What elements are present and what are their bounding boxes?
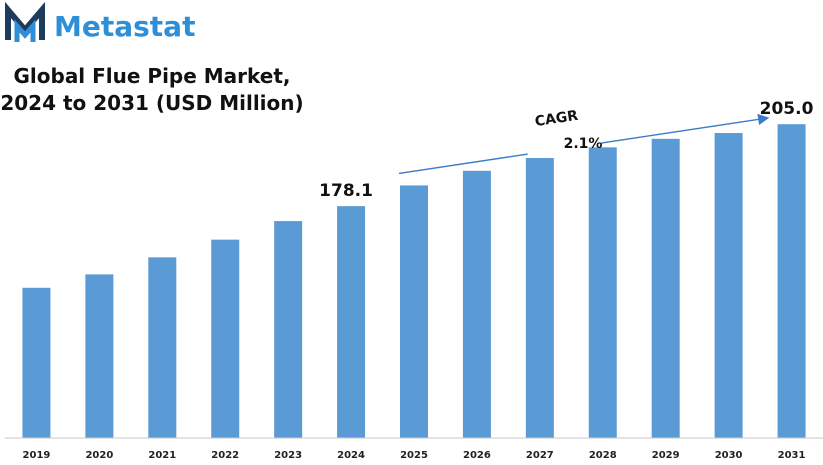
bar-2029 [651,138,680,438]
x-tick-2023: 2023 [274,450,302,461]
data-label-2031: 205.0 [760,99,814,119]
x-tick-2025: 2025 [400,450,428,461]
bar-2020 [85,274,114,438]
cagr-annotation: CAGR 2.1% [398,108,770,175]
bar-2031 [777,124,806,438]
x-tick-2027: 2027 [526,450,554,461]
bar-2025 [400,185,428,438]
data-labels: 178.1 205.0 [319,99,813,201]
x-tick-2020: 2020 [85,450,113,461]
bar-2028 [588,147,617,439]
x-tick-2030: 2030 [715,450,743,461]
x-tick-2029: 2029 [652,450,680,461]
cagr-value: 2.1% [564,136,603,152]
cagr-label: CAGR [534,108,579,130]
bar-2026 [462,170,491,438]
brand-name: Metastat [54,10,195,43]
data-label-2024: 178.1 [319,181,373,201]
x-tick-2026: 2026 [463,450,491,461]
bar-2019 [22,287,51,438]
cagr-arrow-right [601,113,770,144]
cagr-arrow-left [398,153,528,175]
bar-2024 [337,206,366,438]
x-tick-2019: 2019 [23,450,51,461]
bar-2023 [274,221,303,438]
chart-title-line-2: 2024 to 2031 (USD Million) [0,91,303,115]
brand-logo: Metastat [5,1,195,43]
x-tick-2028: 2028 [589,450,617,461]
x-tick-2022: 2022 [211,450,239,461]
bar-2021 [148,257,177,438]
x-tick-2024: 2024 [337,450,365,461]
bar-2030 [714,133,743,438]
metastat-m-logo-icon [5,1,45,42]
x-tick-2021: 2021 [148,450,176,461]
chart-title: Global Flue Pipe Market, 2024 to 2031 (U… [0,64,303,115]
bar-2027 [525,158,554,438]
chart-title-line-1: Global Flue Pipe Market, [13,64,290,88]
bar-2022 [211,239,240,438]
bar-series [22,124,806,439]
x-axis-ticks: 2019 2020 2021 2022 2023 2024 2025 2026 2027 2028… [23,450,806,461]
x-tick-2031: 2031 [778,450,806,461]
